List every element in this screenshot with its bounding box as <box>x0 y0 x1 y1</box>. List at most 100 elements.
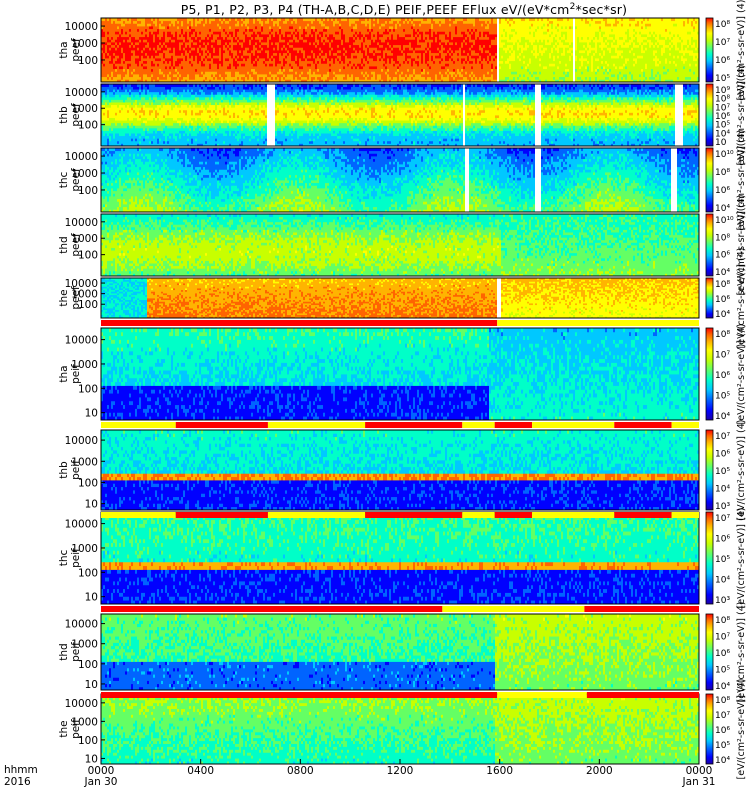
colorbar-tick-label: 10⁴ <box>715 412 730 422</box>
mode-bar-segment <box>462 512 494 518</box>
mode-bar <box>101 606 699 612</box>
mode-bar <box>101 320 699 326</box>
y-axis-product-label: peef <box>70 233 82 257</box>
mode-bar-segment <box>268 422 365 428</box>
mode-bar-segment <box>532 512 614 518</box>
mode-bar-segment <box>614 512 671 518</box>
y-tick-label: 10000 <box>65 619 98 631</box>
y-axis-probe-label: thd <box>58 643 70 660</box>
colorbar-label: [eV/(cm²-s-sr-eV)] (4) <box>736 508 747 609</box>
colorbar-tick-label: 10⁶ <box>715 726 730 736</box>
mode-bar-segment <box>365 512 462 518</box>
colorbar-tick-label: 10⁵ <box>715 467 730 477</box>
mode-bar-segment <box>176 422 268 428</box>
y-axis-product-label: peef <box>70 286 82 310</box>
mode-bar-segment <box>462 422 494 428</box>
mode-bar-segment <box>532 422 614 428</box>
colorbar-tick-label: 10⁴ <box>715 576 730 586</box>
spectrogram-cells <box>101 84 699 146</box>
colorbar-tick-label: 10⁵ <box>715 392 730 402</box>
y-axis-product-label: peif <box>70 642 82 662</box>
y-tick-label: 10000 <box>65 519 98 531</box>
mode-bar-segment <box>495 512 532 518</box>
y-tick-label: 10 <box>85 408 98 420</box>
spectrogram-cells <box>101 614 699 690</box>
y-axis-product-label: peef <box>70 38 82 62</box>
colorbar-tick-label: 10⁸ <box>715 696 730 706</box>
mode-bar-segment <box>672 512 699 518</box>
colorbar-tick-label: 10⁴ <box>715 268 730 278</box>
colorbar-tick-label: 10⁹ <box>715 86 730 96</box>
x-tick-date-label: Jan 30 <box>84 776 118 788</box>
mode-bar <box>101 512 699 518</box>
colorbar-tick-label: 10⁶ <box>715 371 730 381</box>
spectrogram-panel-thb-peif: 10000100010010thb peif10³10⁴10⁵10⁶10⁷ [eV/… <box>58 420 747 521</box>
colorbar-tick-label: 10⁶ <box>715 186 730 196</box>
colorbar-tick-label: 10⁷ <box>715 633 730 643</box>
colorbar-tick-label: 10⁵ <box>715 666 730 676</box>
colorbar-tick-label: 10⁷ <box>715 711 730 721</box>
colorbar-tick-label: 10⁸ <box>715 616 730 626</box>
colorbar-tick-label: 10⁵ <box>715 74 730 84</box>
colorbar-tick-label: 10⁴ <box>715 129 730 139</box>
colorbar-tick-label: 10⁷ <box>715 351 730 361</box>
y-tick-label: 10000 <box>65 217 98 229</box>
spectrogram-cells <box>101 214 699 276</box>
colorbar-tick-label: 10³ <box>715 596 730 606</box>
colorbar-tick-label: 10⁴ <box>715 682 730 692</box>
y-axis-product-label: peef <box>70 168 82 192</box>
x-tick-label: 0400 <box>187 765 214 777</box>
mode-bar-segment <box>101 606 442 612</box>
y-axis-probe-label: the <box>58 720 70 737</box>
mode-bar-segment <box>176 512 268 518</box>
mode-bar-segment <box>101 692 497 698</box>
colorbar-tick-label: 10¹⁰ <box>715 150 734 160</box>
mode-bar-segment <box>495 422 532 428</box>
colorbar-tick-label: 10⁵ <box>715 555 730 565</box>
mode-bar-segment <box>497 692 587 698</box>
colorbar-tick-label: 10⁴ <box>715 485 730 495</box>
colorbar-tick-label: 10⁶ <box>715 649 730 659</box>
spectrogram-cells <box>101 694 699 764</box>
colorbar-tick-label: 10⁶ <box>715 295 730 305</box>
mode-bar <box>101 692 699 698</box>
colorbar-tick-label: 10⁶ <box>715 251 730 261</box>
spectrogram-cells <box>101 430 699 510</box>
colorbar-tick-label: 10⁷ <box>715 432 730 442</box>
colorbar: 10⁴ 10⁵ 10⁶ 10⁷ 10⁸ [eV/(cm²-s-sr-eV)] (4) <box>706 324 747 425</box>
y-axis-product-label: peif <box>70 719 82 739</box>
y-tick-label: 100 <box>78 383 98 395</box>
colorbar: 10³10⁴10⁵10⁶10⁷ [eV/(cm²-s-sr-eV)] (4) <box>706 420 747 521</box>
y-axis-probe-label: tha <box>58 365 70 382</box>
y-axis-probe-label: the <box>58 289 70 306</box>
spectrogram-panel-thc-peif: 10000100010010thc peif10³10⁴10⁵10⁶10⁷ [eV/… <box>58 508 747 609</box>
mode-bar-segment <box>672 422 699 428</box>
colorbar-label: [eV/(cm²-s-sr-eV)] (4) <box>736 420 747 521</box>
spectrogram-cells <box>101 328 699 420</box>
y-tick-label: 10000 <box>65 698 98 710</box>
y-axis-product-label: peif <box>70 364 82 384</box>
y-tick-label: 10 <box>85 499 98 511</box>
y-axis-probe-label: thd <box>58 236 70 253</box>
colorbar-tick-label: 10¹⁰ <box>715 216 734 226</box>
mode-bar-segment <box>442 606 584 612</box>
colorbar-tick-label: 10⁴ <box>715 756 730 766</box>
mode-bar-segment <box>101 320 497 326</box>
x-tick-label: 0800 <box>287 765 314 777</box>
mode-bar-segment <box>587 692 699 698</box>
mode-bar-segment <box>497 320 699 326</box>
x-tick-label: 1200 <box>387 765 414 777</box>
colorbar-tick-label: 10⁶ <box>715 535 730 545</box>
colorbar-tick-label: 10⁸ <box>715 95 730 105</box>
y-axis-product-label: peef <box>70 103 82 127</box>
spectrogram-panels: 100001000100tha peef10⁵10⁶10⁷10⁸ [eV/(cm²-… <box>58 0 747 779</box>
colorbar-tick-label: 10⁸ <box>715 330 730 340</box>
mode-bar-segment <box>614 422 671 428</box>
y-tick-label: 10000 <box>65 435 98 447</box>
y-tick-label: 10000 <box>65 151 98 163</box>
y-tick-label: 10 <box>85 753 98 765</box>
colorbar-label: [eV/(cm²-s-sr-eV)] (4) <box>736 324 747 425</box>
y-axis-probe-label: thc <box>58 550 70 567</box>
y-tick-label: 100 <box>78 567 98 579</box>
